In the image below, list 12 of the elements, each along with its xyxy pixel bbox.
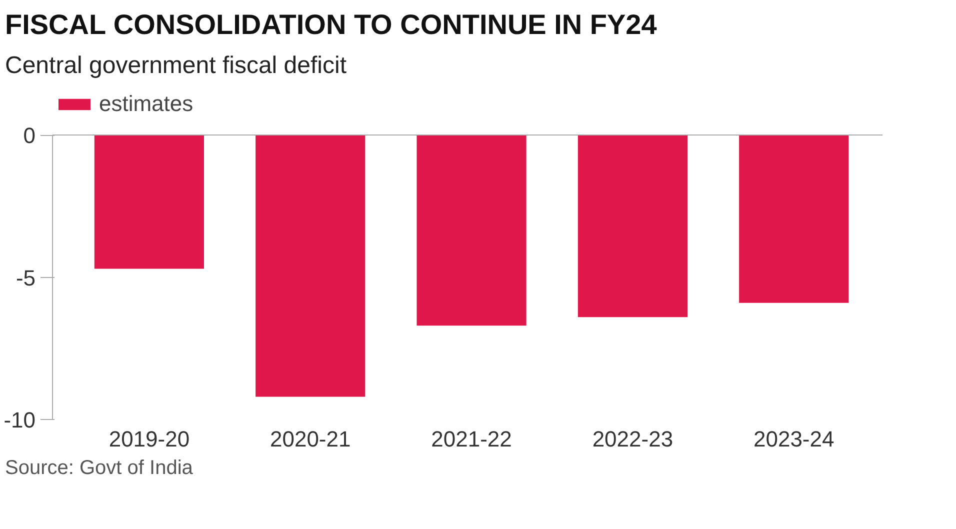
y-tick-label: 0 bbox=[23, 123, 36, 148]
x-tick-label: 2021-22 bbox=[431, 426, 512, 452]
x-tick-label: 2023-24 bbox=[753, 426, 834, 452]
x-tick-label: 2022-23 bbox=[592, 426, 674, 452]
y-tick-label: -5 bbox=[16, 265, 36, 290]
source-note: Source: Govt of India bbox=[5, 456, 193, 481]
x-tick-label: 2020-21 bbox=[270, 426, 351, 452]
chart-title: FISCAL CONSOLIDATION TO CONTINUE IN FY24 bbox=[5, 8, 657, 42]
chart-subtitle: Central government fiscal deficit bbox=[5, 51, 346, 81]
y-tick-label: -10 bbox=[4, 408, 36, 432]
legend-label: estimates bbox=[99, 91, 194, 117]
x-tick-label: 2019-20 bbox=[108, 426, 190, 452]
